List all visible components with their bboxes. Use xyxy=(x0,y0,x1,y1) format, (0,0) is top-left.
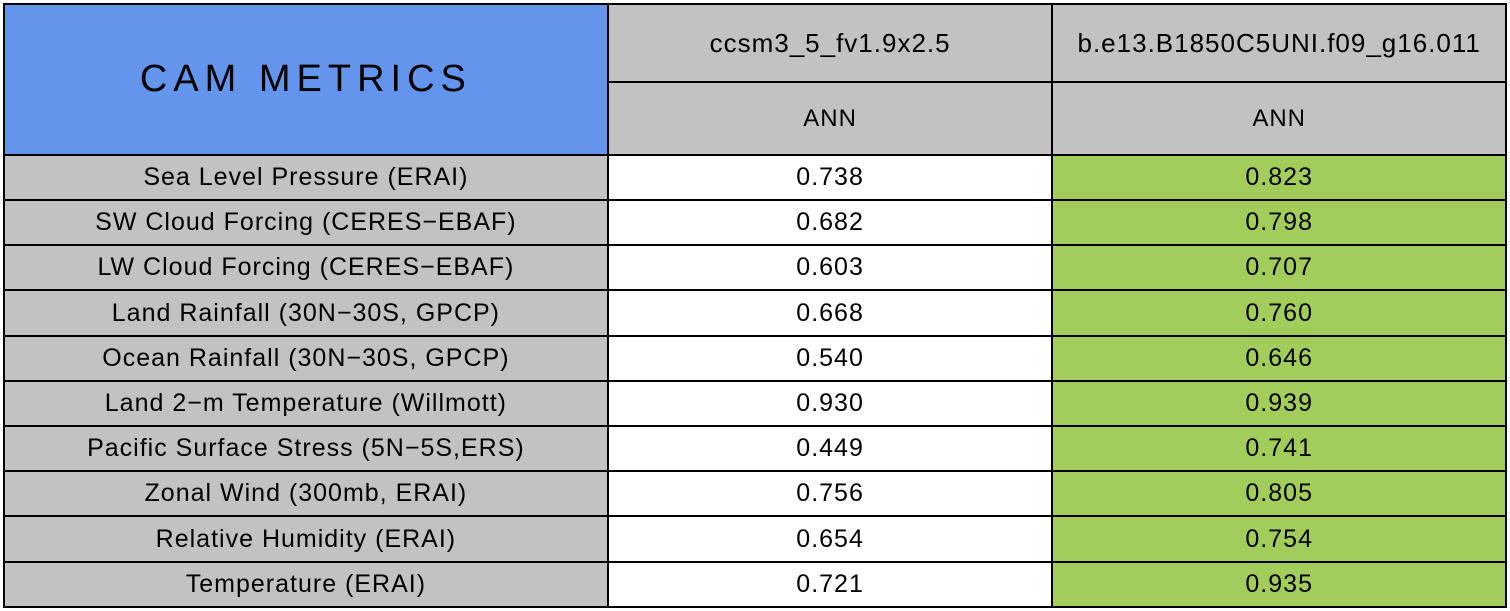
metric-label: Sea Level Pressure (ERAI) xyxy=(3,153,609,201)
table-row: Ocean Rainfall (30N−30S, GPCP) 0.540 0.6… xyxy=(3,334,1507,382)
metric-label: Pacific Surface Stress (5N−5S,ERS) xyxy=(3,425,609,473)
metric-value-model-2: 0.754 xyxy=(1051,515,1507,563)
metric-value-model-2: 0.760 xyxy=(1051,289,1507,337)
table-row: Land Rainfall (30N−30S, GPCP) 0.668 0.76… xyxy=(3,289,1507,337)
metric-value-model-2: 0.823 xyxy=(1051,153,1507,201)
column-subheader-season-2: ANN xyxy=(1051,81,1507,156)
metric-label: Relative Humidity (ERAI) xyxy=(3,515,609,563)
metric-label: LW Cloud Forcing (CERES−EBAF) xyxy=(3,244,609,292)
metric-value-model-1: 0.682 xyxy=(606,198,1054,247)
metric-value-model-2: 0.805 xyxy=(1051,470,1507,518)
column-header-model-2: b.e13.B1850C5UNI.f09_g16.011 xyxy=(1051,2,1507,84)
metric-label: Zonal Wind (300mb, ERAI) xyxy=(3,470,609,518)
metric-value-model-1: 0.603 xyxy=(606,244,1054,292)
metric-value-model-2: 0.798 xyxy=(1051,198,1507,247)
table-row: Temperature (ERAI) 0.721 0.935 xyxy=(3,560,1507,609)
column-subheader-season-1: ANN xyxy=(606,81,1054,156)
table-row: Pacific Surface Stress (5N−5S,ERS) 0.449… xyxy=(3,425,1507,473)
metric-value-model-1: 0.668 xyxy=(606,289,1054,337)
metric-value-model-2: 0.646 xyxy=(1051,334,1507,382)
header-row-models: CAM METRICS ccsm3_5_fv1.9x2.5 b.e13.B185… xyxy=(3,2,1507,156)
header-row-seasons: ANN ANN xyxy=(4,81,1507,156)
table-row: Relative Humidity (ERAI) 0.654 0.754 xyxy=(3,515,1507,563)
metric-value-model-1: 0.738 xyxy=(606,153,1054,201)
metric-label: SW Cloud Forcing (CERES−EBAF) xyxy=(3,198,609,247)
table-row: Sea Level Pressure (ERAI) 0.738 0.823 xyxy=(3,153,1507,201)
metric-value-model-1: 0.930 xyxy=(606,379,1054,428)
column-header-model-1: ccsm3_5_fv1.9x2.5 xyxy=(606,2,1054,84)
metric-label: Temperature (ERAI) xyxy=(3,560,609,609)
metric-value-model-2: 0.939 xyxy=(1051,379,1507,428)
metric-label: Land 2−m Temperature (Willmott) xyxy=(3,379,609,428)
metric-value-model-1: 0.756 xyxy=(606,470,1054,518)
metric-value-model-2: 0.935 xyxy=(1051,560,1507,609)
metric-value-model-2: 0.741 xyxy=(1051,425,1507,473)
table-row: LW Cloud Forcing (CERES−EBAF) 0.603 0.70… xyxy=(3,244,1507,292)
metric-value-model-1: 0.654 xyxy=(606,515,1054,563)
cam-metrics-table: CAM METRICS ccsm3_5_fv1.9x2.5 b.e13.B185… xyxy=(3,2,1507,609)
table-row: SW Cloud Forcing (CERES−EBAF) 0.682 0.79… xyxy=(3,198,1507,247)
table-row: Land 2−m Temperature (Willmott) 0.930 0.… xyxy=(3,379,1507,428)
table-title: CAM METRICS xyxy=(3,3,609,156)
metric-value-model-1: 0.449 xyxy=(606,425,1054,473)
table-row: Zonal Wind (300mb, ERAI) 0.756 0.805 xyxy=(3,470,1507,518)
metric-label: Land Rainfall (30N−30S, GPCP) xyxy=(3,289,609,337)
metric-label: Ocean Rainfall (30N−30S, GPCP) xyxy=(3,334,609,382)
metric-value-model-1: 0.721 xyxy=(606,560,1054,609)
metric-value-model-2: 0.707 xyxy=(1051,244,1507,292)
metric-value-model-1: 0.540 xyxy=(606,334,1054,382)
